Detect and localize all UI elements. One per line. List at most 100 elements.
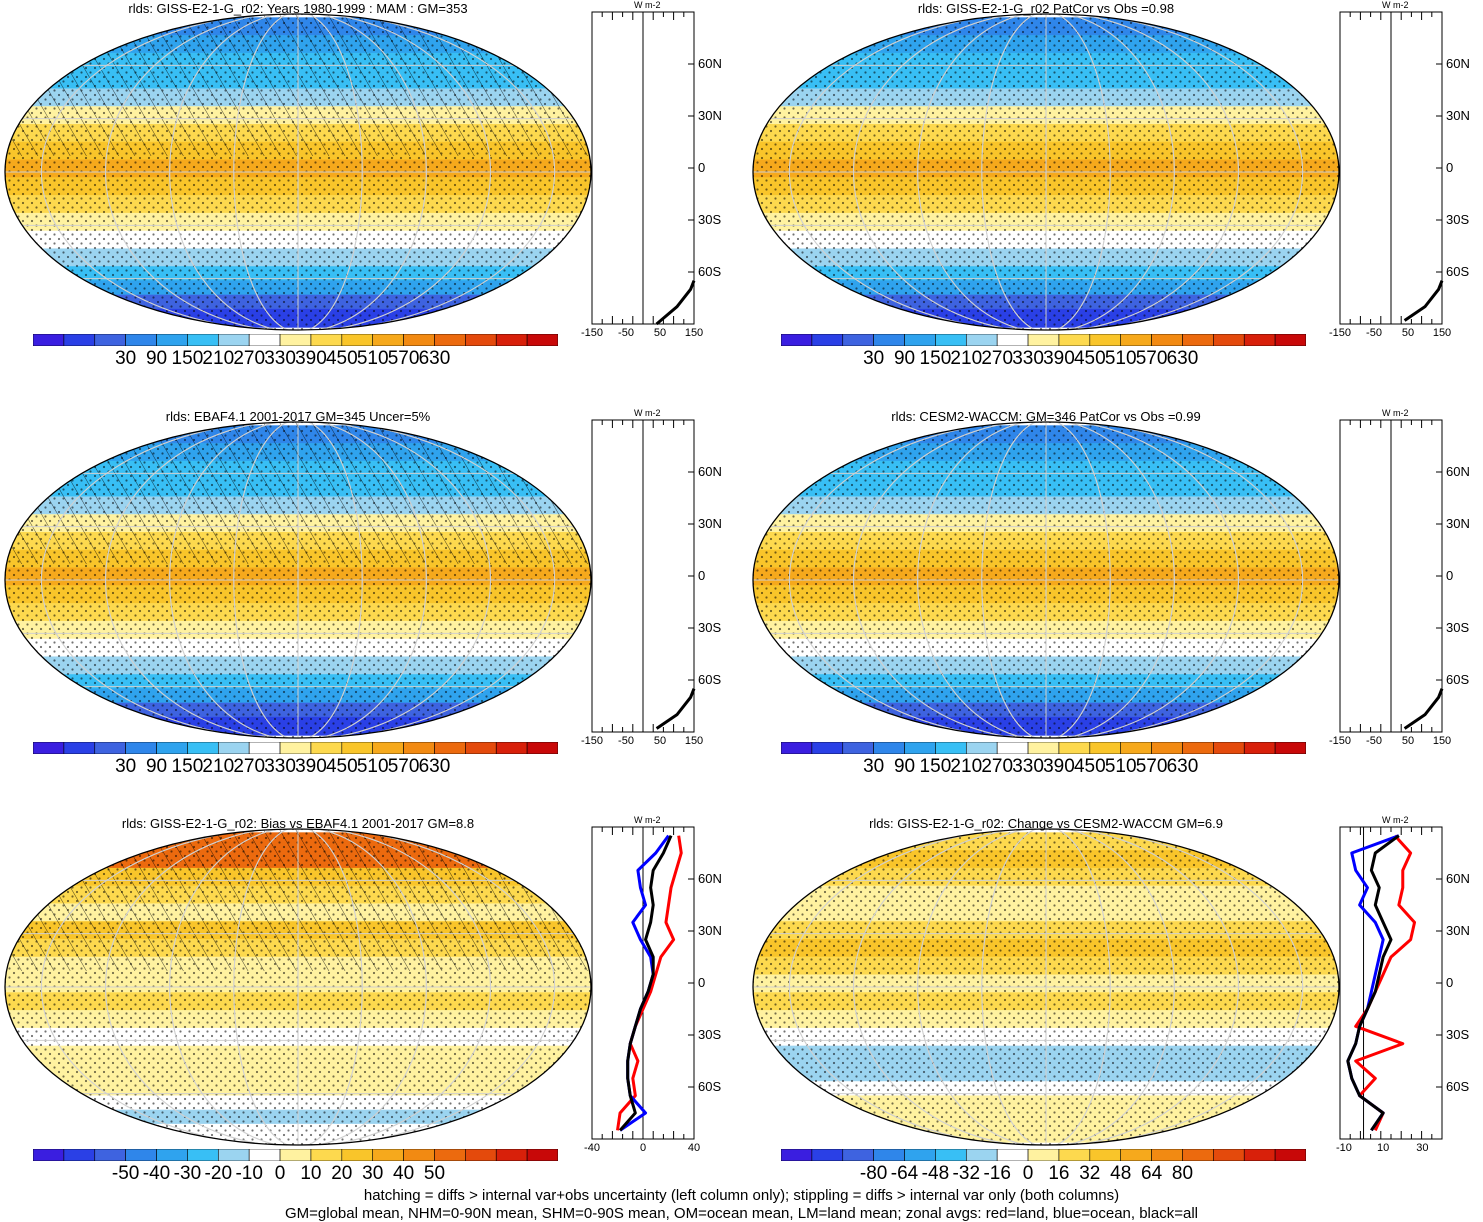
colorbar-swatch — [249, 1149, 280, 1161]
latitude-label: 60S — [698, 264, 721, 279]
colorbar-swatch — [812, 742, 843, 754]
colorbar-label: 30 — [115, 348, 136, 370]
zonal-mean-axes — [592, 827, 694, 1139]
colorbar-label: 90 — [894, 756, 915, 778]
colorbar-label: 630 — [419, 348, 451, 370]
colorbar-swatch — [157, 742, 188, 754]
colorbar-label: 450 — [326, 348, 358, 370]
zonal-x-label: 150 — [685, 735, 703, 747]
colorbar-swatch — [95, 742, 126, 754]
latitude-label: 30N — [698, 108, 722, 123]
zonal-x-label: 50 — [1402, 327, 1414, 339]
colorbar-swatch — [64, 334, 95, 346]
colorbar-label: 270 — [981, 756, 1013, 778]
colorbar-swatch — [404, 1149, 435, 1161]
colorbar-swatch — [404, 334, 435, 346]
colorbar-label: 330 — [1012, 756, 1044, 778]
zonal-x-label: 40 — [688, 1142, 700, 1154]
zonal-mean-axes — [1340, 420, 1442, 732]
latitude-label: 0 — [1446, 568, 1453, 583]
colorbar-swatch — [997, 1149, 1028, 1161]
colorbar-swatch — [496, 1149, 527, 1161]
zonal-unit: W m-2 — [634, 0, 661, 10]
latitude-label: 30N — [698, 923, 722, 938]
colorbar — [781, 1149, 1306, 1161]
colorbar-swatch — [95, 1149, 126, 1161]
latitude-label: 60N — [1446, 56, 1470, 71]
colorbar-swatch — [1182, 334, 1213, 346]
colorbar-swatch — [1028, 742, 1059, 754]
zonal-unit: W m-2 — [634, 815, 661, 825]
colorbar-label: 510 — [1105, 756, 1137, 778]
colorbar-swatch — [781, 742, 812, 754]
colorbar-label: 450 — [1074, 348, 1106, 370]
latitude-label: 60S — [698, 1079, 721, 1094]
colorbar-label: 30 — [115, 756, 136, 778]
colorbar-label: 210 — [950, 756, 982, 778]
colorbar — [781, 334, 1306, 346]
latitude-label: 0 — [1446, 975, 1453, 990]
colorbar-swatch — [527, 742, 558, 754]
colorbar — [781, 742, 1306, 754]
colorbar-label: 570 — [388, 348, 420, 370]
latitude-label: 60N — [1446, 871, 1470, 886]
colorbar-label: 390 — [295, 756, 327, 778]
colorbar-label: 80 — [1172, 1163, 1193, 1185]
colorbar-label: 390 — [1043, 348, 1075, 370]
colorbar-swatch — [935, 742, 966, 754]
zonal-x-label: -50 — [1366, 327, 1382, 339]
colorbar-label: 210 — [950, 348, 982, 370]
colorbar-swatch — [843, 334, 874, 346]
colorbar-swatch — [1028, 1149, 1059, 1161]
colorbar-swatch — [1244, 742, 1275, 754]
colorbar-swatch — [781, 334, 812, 346]
latitude-label: 30S — [1446, 1027, 1469, 1042]
latitude-label: 30N — [1446, 108, 1470, 123]
colorbar-swatch — [905, 1149, 936, 1161]
colorbar-swatch — [935, 334, 966, 346]
colorbar-label: 30 — [362, 1163, 383, 1185]
robinson-map — [3, 12, 593, 332]
colorbar-label: -80 — [860, 1163, 887, 1185]
colorbar-label: 32 — [1079, 1163, 1100, 1185]
colorbar-swatch — [157, 334, 188, 346]
latitude-label: 0 — [698, 975, 705, 990]
colorbar-swatch — [1182, 742, 1213, 754]
colorbar-label: 90 — [894, 348, 915, 370]
robinson-map — [751, 420, 1341, 740]
colorbar-label: 210 — [202, 756, 234, 778]
latitude-label: 60S — [1446, 1079, 1469, 1094]
colorbar-swatch — [1028, 334, 1059, 346]
colorbar-label: 10 — [300, 1163, 321, 1185]
colorbar-label: 90 — [146, 756, 167, 778]
latitude-label: 60N — [698, 464, 722, 479]
zonal-x-label: 150 — [1433, 327, 1451, 339]
colorbar-label: -32 — [953, 1163, 980, 1185]
colorbar-swatch — [527, 334, 558, 346]
colorbar — [33, 334, 558, 346]
zonal-land-line — [1356, 836, 1415, 1131]
colorbar-label: 270 — [233, 348, 265, 370]
colorbar-label: 510 — [357, 756, 389, 778]
colorbar-swatch — [465, 334, 496, 346]
colorbar-swatch — [843, 1149, 874, 1161]
colorbar-swatch — [997, 334, 1028, 346]
zonal-mean-axes — [592, 12, 694, 324]
zonal-x-label: -150 — [581, 735, 603, 747]
zonal-unit: W m-2 — [1382, 815, 1409, 825]
zonal-frame — [1340, 827, 1442, 1139]
map-panel: rlds: GISS-E2-1-G_r02: Change vs CESM2-W… — [748, 815, 1483, 1195]
zonal-ocean-line — [620, 836, 668, 1131]
zonal-all-line — [1405, 281, 1442, 321]
colorbar-swatch — [280, 1149, 311, 1161]
colorbar-label: 450 — [1074, 756, 1106, 778]
robinson-map — [751, 827, 1341, 1147]
colorbar-label: -64 — [891, 1163, 918, 1185]
colorbar-swatch — [249, 334, 280, 346]
colorbar-label: 150 — [172, 348, 204, 370]
zonal-unit: W m-2 — [1382, 0, 1409, 10]
colorbar-label: 210 — [202, 348, 234, 370]
footer-line-1: hatching = diffs > internal var+obs unce… — [0, 1187, 1483, 1204]
